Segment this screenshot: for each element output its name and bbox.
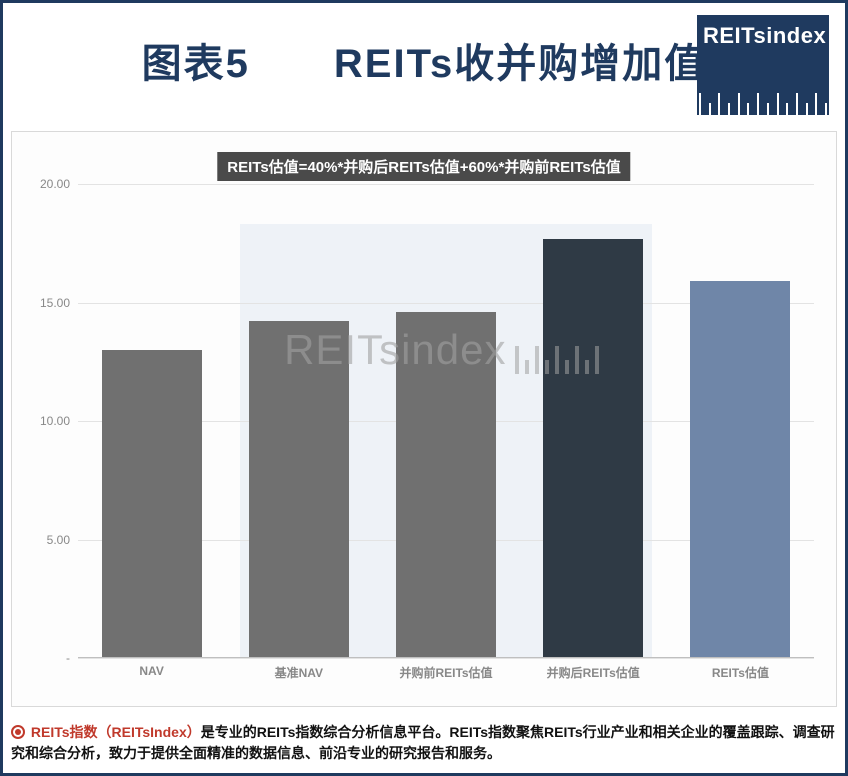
header: 图表5 REITs收并购增加值 REITsindex [3, 3, 845, 131]
y-tick-label: - [66, 651, 70, 665]
bar [249, 321, 349, 658]
bar [396, 312, 496, 658]
bar-slot [78, 184, 225, 658]
footer-text: REITs指数（REITsIndex）是专业的REITs指数综合分析信息平台。R… [11, 722, 837, 763]
x-axis-line [78, 657, 814, 658]
brand-logo: REITsindex [697, 15, 829, 115]
bar-slot [520, 184, 667, 658]
footer-lead: REITs指数（REITsIndex） [31, 724, 201, 740]
chart-area: REITs估值=40%*并购后REITs估值+60%*并购前REITs估值 -5… [11, 131, 837, 707]
bar [543, 239, 643, 658]
bar [690, 281, 790, 658]
grid-line [78, 658, 814, 659]
brand-logo-ruler [697, 87, 829, 115]
x-tick-label: 并购后REITs估值 [520, 664, 667, 688]
x-tick-label: NAV [78, 664, 225, 688]
x-tick-label: REITs估值 [667, 664, 814, 688]
chart-subtitle: REITs估值=40%*并购后REITs估值+60%*并购前REITs估值 [217, 152, 630, 181]
bar [102, 350, 202, 658]
x-axis-labels: NAV基准NAV并购前REITs估值并购后REITs估值REITs估值 [78, 664, 814, 688]
plot-region: -5.0010.0015.0020.00 REITsindex [78, 184, 814, 658]
x-tick-label: 并购前REITs估值 [372, 664, 519, 688]
bullet-icon [11, 725, 25, 739]
y-tick-label: 15.00 [40, 296, 70, 310]
figure-frame: 图表5 REITs收并购增加值 REITsindex REITs估值=40%*并… [0, 0, 848, 776]
brand-logo-text: REITsindex [703, 23, 823, 49]
y-tick-label: 10.00 [40, 414, 70, 428]
bar-slot [372, 184, 519, 658]
bars-container [78, 184, 814, 658]
bar-slot [225, 184, 372, 658]
y-tick-label: 20.00 [40, 177, 70, 191]
y-tick-label: 5.00 [47, 533, 70, 547]
bar-slot [667, 184, 814, 658]
x-tick-label: 基准NAV [225, 664, 372, 688]
